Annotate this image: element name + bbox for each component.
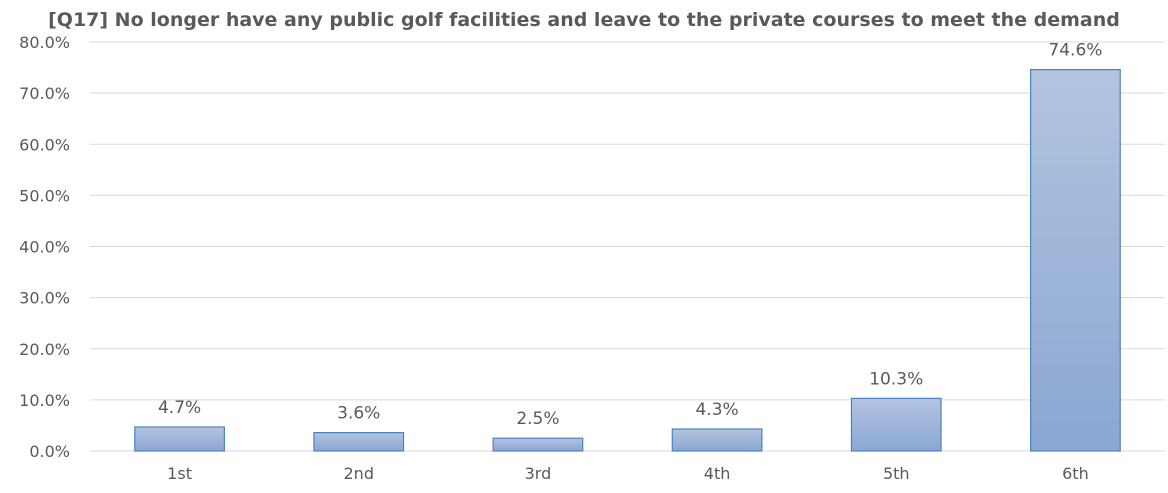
y-tick-label: 20.0% <box>19 340 70 359</box>
bar-1st <box>134 426 225 452</box>
bar-3rd <box>492 437 584 452</box>
bar-6th <box>1030 69 1121 452</box>
bars <box>134 69 1121 452</box>
gridlines <box>90 41 1165 452</box>
x-tick-label: 3rd <box>525 464 552 483</box>
data-labels: 4.7% 3.6% 2.5% 4.3% 10.3% 74.6% <box>158 41 1102 430</box>
data-label: 4.7% <box>158 398 201 418</box>
data-label: 3.6% <box>337 404 380 424</box>
y-tick-label: 0.0% <box>29 442 70 461</box>
x-tick-label: 1st <box>167 464 192 483</box>
x-tick-label: 2nd <box>344 464 374 483</box>
data-label: 4.3% <box>695 400 738 420</box>
bar-2nd <box>313 431 405 452</box>
x-tick-label: 4th <box>704 464 731 483</box>
bar-4th <box>671 428 763 452</box>
bar-5th <box>850 397 942 452</box>
x-axis-tick-labels: 1st 2nd 3rd 4th 5th 6th <box>167 464 1089 483</box>
y-tick-label: 60.0% <box>19 135 70 154</box>
y-tick-label: 80.0% <box>19 33 70 52</box>
y-tick-label: 30.0% <box>19 289 70 308</box>
data-label: 74.6% <box>1048 41 1102 61</box>
y-axis-tick-labels: 0.0% 10.0% 20.0% 30.0% 40.0% 50.0% 60.0% 70.0% 8… <box>19 33 70 461</box>
y-tick-label: 70.0% <box>19 84 70 103</box>
data-label: 10.3% <box>869 369 923 389</box>
x-tick-label: 6th <box>1062 464 1089 483</box>
y-tick-label: 10.0% <box>19 391 70 410</box>
chart-title: [Q17] No longer have any public golf fac… <box>48 9 1120 31</box>
y-tick-label: 40.0% <box>19 238 70 257</box>
y-tick-label: 50.0% <box>19 186 70 205</box>
data-label: 2.5% <box>516 409 559 429</box>
x-tick-label: 5th <box>883 464 910 483</box>
